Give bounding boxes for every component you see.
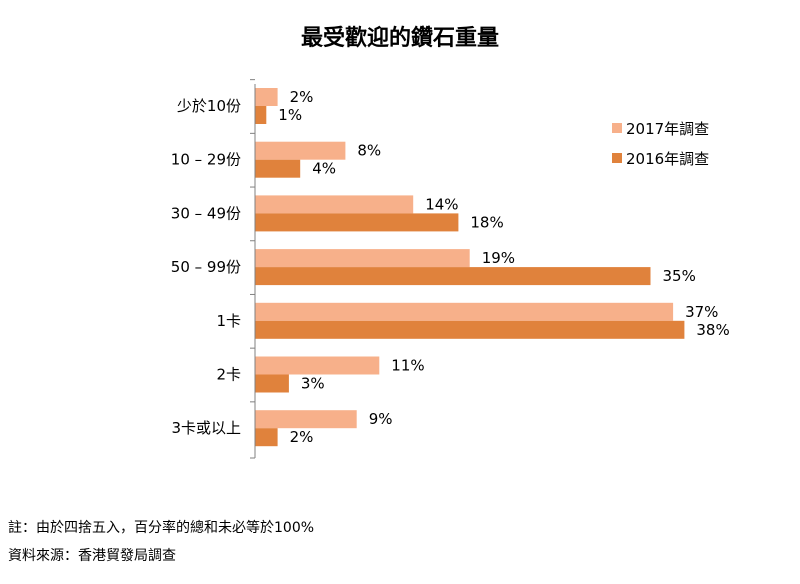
data-label: 2% <box>290 428 314 446</box>
bar <box>255 320 685 339</box>
bar <box>255 213 459 232</box>
data-label: 4% <box>312 160 336 178</box>
legend-label-2016: 2016年調查 <box>626 149 710 168</box>
legend-item-2016: 2016年調查 <box>612 149 710 168</box>
data-label: 11% <box>391 357 424 375</box>
legend-swatch-2017 <box>612 123 622 133</box>
bar <box>255 141 346 160</box>
bar <box>255 267 651 286</box>
bar <box>255 428 278 447</box>
category-label: 30 – 49份 <box>171 204 241 222</box>
category-label: 2卡 <box>216 366 241 384</box>
bar <box>255 302 674 321</box>
data-label: 18% <box>470 213 503 231</box>
bar <box>255 195 414 214</box>
data-label: 1% <box>278 106 302 124</box>
bar <box>255 356 380 375</box>
category-label: 1卡 <box>216 312 241 330</box>
legend-swatch-2016 <box>612 153 622 163</box>
data-label: 19% <box>482 249 515 267</box>
legend-item-2017: 2017年調查 <box>612 119 710 138</box>
data-label: 3% <box>301 375 325 393</box>
bar <box>255 106 267 124</box>
bar <box>255 159 301 178</box>
footnote: 註：由於四捨五入，百分率的總和未必等於100% <box>8 520 315 536</box>
notes: 註：由於四捨五入，百分率的總和未必等於100% 資料來源：香港貿發局調查 <box>8 514 314 570</box>
chart-title: 最受歡迎的鑽石重量 <box>300 25 499 51</box>
data-label: 14% <box>425 195 458 213</box>
source-note: 資料來源：香港貿發局調查 <box>8 548 176 564</box>
data-label: 8% <box>357 142 381 160</box>
legend-label-2017: 2017年調查 <box>626 119 710 138</box>
data-label: 2% <box>290 88 314 106</box>
data-label: 37% <box>685 303 718 321</box>
data-label: 35% <box>663 267 696 285</box>
bar <box>255 88 278 106</box>
bar <box>255 249 470 268</box>
category-label: 少於10份 <box>177 97 241 115</box>
legend: 2017年調查 2016年調查 <box>612 119 709 179</box>
data-label: 38% <box>696 321 729 339</box>
category-label: 50 – 99份 <box>171 258 241 276</box>
bar <box>255 410 357 429</box>
data-label: 9% <box>369 410 393 428</box>
category-label: 10 – 29份 <box>171 151 241 169</box>
bar <box>255 374 289 393</box>
category-label: 3卡或以上 <box>171 419 241 437</box>
